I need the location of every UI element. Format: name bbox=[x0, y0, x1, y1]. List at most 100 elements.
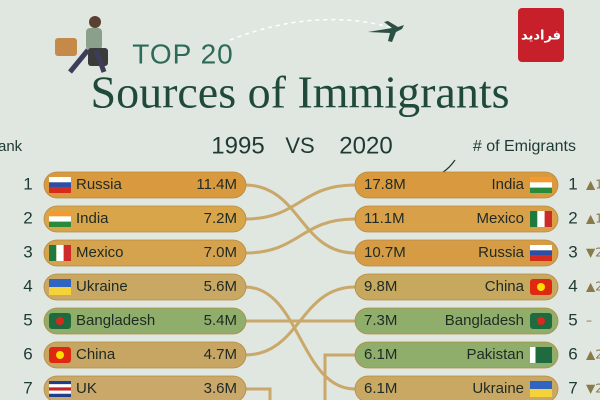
flag-stripe bbox=[530, 389, 552, 397]
flag-stripe bbox=[530, 381, 552, 389]
flag-stripe bbox=[49, 279, 71, 287]
connection bbox=[323, 353, 355, 400]
value: 7.2M bbox=[204, 210, 237, 227]
value: 6.1M bbox=[364, 346, 397, 363]
rank-change: ▲2 bbox=[586, 348, 600, 362]
country: Ukraine bbox=[472, 380, 524, 397]
flag bbox=[49, 245, 71, 261]
flag-stripe bbox=[63, 245, 71, 261]
flag-stripe bbox=[49, 245, 57, 261]
title-small: TOP 20 bbox=[132, 38, 233, 69]
rank: 7 bbox=[23, 378, 32, 397]
country: Pakistan bbox=[466, 346, 524, 363]
value: 4.7M bbox=[204, 346, 237, 363]
flag-stripe bbox=[530, 250, 552, 256]
value: 10.7M bbox=[364, 244, 406, 261]
rank: 6 bbox=[23, 344, 32, 363]
flag-stripe bbox=[49, 187, 71, 193]
versus: VS bbox=[285, 133, 314, 158]
pill bbox=[43, 375, 247, 400]
logo-box bbox=[518, 8, 564, 62]
flag-stripe bbox=[49, 216, 71, 222]
connection bbox=[244, 285, 356, 391]
value: 5.4M bbox=[204, 312, 237, 329]
rank-change: – bbox=[586, 314, 592, 328]
country: Russia bbox=[76, 176, 123, 193]
rank-change: ▼2 bbox=[586, 246, 600, 260]
country: UK bbox=[76, 380, 97, 397]
flight-path bbox=[229, 18, 401, 41]
rank: 5 bbox=[568, 310, 577, 329]
flag bbox=[49, 381, 71, 397]
emigrants-label: # of Emigrants bbox=[473, 138, 576, 155]
flag-stripe bbox=[546, 347, 552, 363]
flag-stripe bbox=[49, 211, 71, 217]
flag bbox=[49, 347, 71, 363]
value: 5.6M bbox=[204, 278, 237, 295]
flag-stripe bbox=[530, 255, 552, 261]
country: Russia bbox=[478, 244, 525, 261]
flag bbox=[530, 347, 552, 363]
traveler-illustration bbox=[55, 16, 108, 74]
flag bbox=[530, 313, 552, 329]
pill bbox=[43, 273, 247, 301]
flag-stripe bbox=[49, 393, 71, 397]
rank-label: ank bbox=[0, 138, 23, 155]
flag-stripe bbox=[49, 177, 71, 183]
country: India bbox=[76, 210, 109, 227]
pill bbox=[354, 273, 559, 301]
country: China bbox=[76, 346, 116, 363]
pill bbox=[354, 307, 559, 335]
flag-emblem bbox=[56, 317, 64, 325]
pill bbox=[43, 239, 247, 267]
pill bbox=[354, 341, 559, 369]
pill bbox=[354, 171, 559, 199]
rank: 4 bbox=[23, 276, 32, 295]
rank-change: ▲1 bbox=[586, 212, 600, 226]
value: 17.8M bbox=[364, 176, 406, 193]
connection bbox=[244, 183, 356, 255]
flag-stripe bbox=[530, 211, 538, 227]
rank: 4 bbox=[568, 276, 577, 295]
connection bbox=[244, 217, 356, 255]
year-right: 2020 bbox=[339, 132, 392, 159]
rank-change: ▲2 bbox=[586, 280, 600, 294]
flag-emblem bbox=[537, 283, 545, 291]
rows: 1 Russia 11.4M 2 India 7.2M 3 Mexico 7.0M 4 Ukrain… bbox=[23, 171, 600, 400]
flag-stripe bbox=[541, 347, 547, 363]
flag-stripe bbox=[537, 211, 545, 227]
flag-stripe bbox=[56, 245, 64, 261]
logo: فرادید bbox=[521, 29, 561, 44]
rank: 2 bbox=[23, 208, 32, 227]
value: 7.0M bbox=[204, 244, 237, 261]
value: 11.1M bbox=[364, 210, 405, 227]
flag-stripe bbox=[530, 182, 552, 188]
pill bbox=[354, 375, 559, 400]
country: China bbox=[485, 278, 525, 295]
rank-change: ▲1 bbox=[586, 178, 600, 192]
connection bbox=[244, 285, 356, 357]
rank: 7 bbox=[568, 378, 577, 397]
year-left: 1995 bbox=[211, 132, 264, 159]
value: 3.6M bbox=[204, 380, 237, 397]
flag-stripe bbox=[49, 384, 71, 388]
flag bbox=[49, 211, 71, 227]
value: 6.1M bbox=[364, 380, 397, 397]
flag-stripe bbox=[530, 245, 552, 251]
rank: 2 bbox=[568, 208, 577, 227]
title: Sources of Immigrants bbox=[90, 67, 509, 118]
rank: 6 bbox=[568, 344, 577, 363]
rank-change: ▼2 bbox=[586, 382, 600, 396]
flag-stripe bbox=[530, 187, 552, 193]
flag-stripe bbox=[49, 381, 71, 385]
airplane-icon bbox=[368, 21, 404, 42]
flag bbox=[49, 313, 71, 329]
country: India bbox=[491, 176, 524, 193]
flag-stripe bbox=[49, 221, 71, 227]
rank: 1 bbox=[23, 174, 32, 193]
flag-stripe bbox=[544, 211, 552, 227]
flag bbox=[530, 211, 552, 227]
pill bbox=[354, 239, 559, 267]
pill bbox=[43, 205, 247, 233]
